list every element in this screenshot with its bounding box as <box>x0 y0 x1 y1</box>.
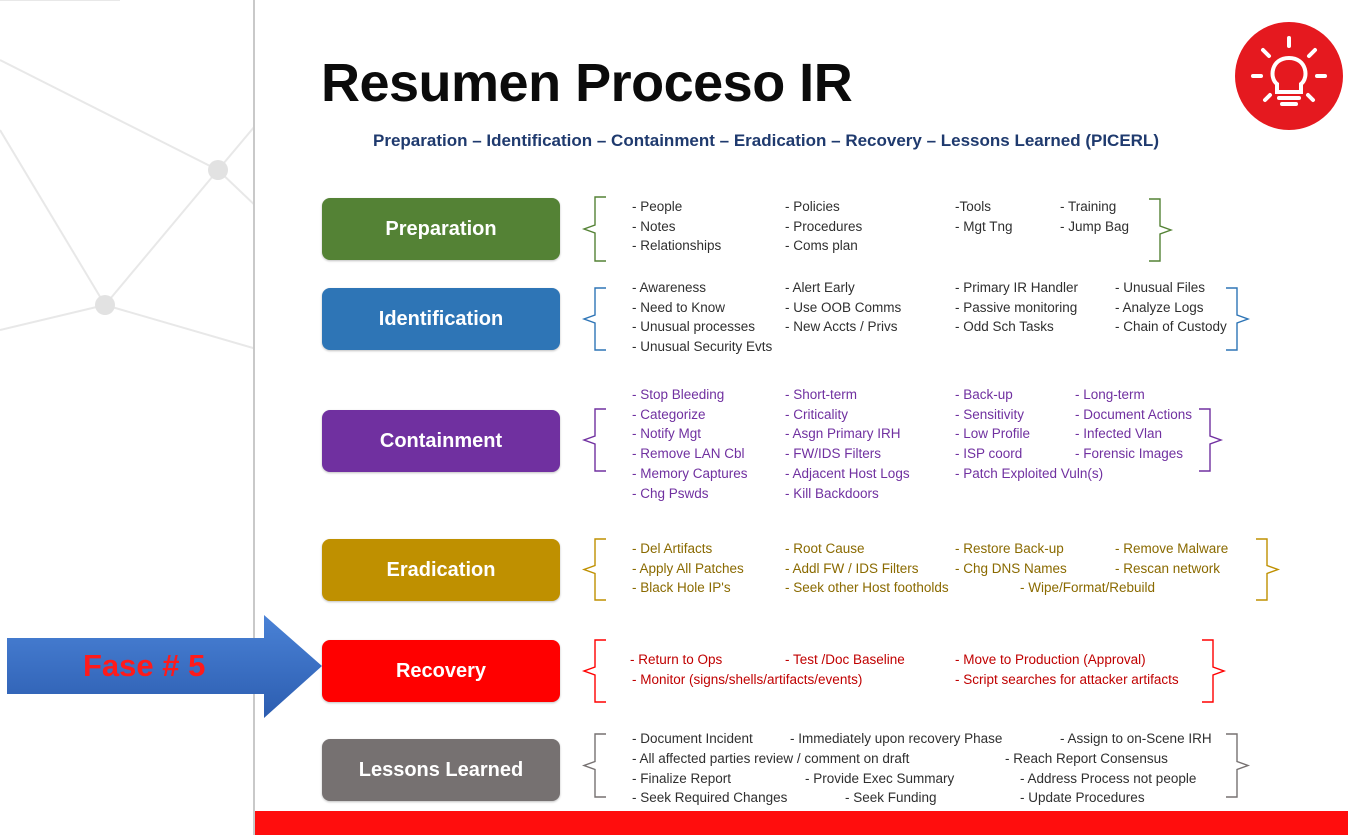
phase-item: - Remove LAN Cbl <box>632 446 745 462</box>
phase-item: - Finalize Report <box>632 770 732 786</box>
phase-button-eradication[interactable]: Eradication <box>322 539 560 601</box>
right-brace-containment <box>1199 408 1224 472</box>
left-brace-eradication <box>581 538 606 601</box>
phase-button-identification[interactable]: Identification <box>322 288 560 350</box>
phase-item: - Assign to on-Scene IRH <box>1060 731 1212 746</box>
phase-item: - All affected parties review / comment … <box>632 750 910 766</box>
right-brace-eradication <box>1256 538 1281 601</box>
phase-item: - Address Process not people <box>1020 770 1197 786</box>
phase-item: - Long-term <box>1075 387 1145 402</box>
phase-item: - Use OOB Comms <box>785 299 902 315</box>
slide-title: Resumen Proceso IR <box>321 53 853 113</box>
phase-item: - Analyze Logs <box>1115 299 1204 315</box>
phase-item: - Root Cause <box>785 541 865 556</box>
right-brace-lessons <box>1226 733 1251 798</box>
phase-item: - Immediately upon recovery Phase <box>790 731 1003 746</box>
background-network-decoration <box>0 0 260 351</box>
phase-item: - Training <box>1060 199 1117 214</box>
left-brace-identification <box>581 287 606 351</box>
phase-item: - FW/IDS Filters <box>785 446 881 462</box>
phase-item: - Rescan network <box>1115 560 1221 576</box>
phase-item: - Notes <box>632 218 676 234</box>
phase-item: - Wipe/Format/Rebuild <box>1020 580 1156 595</box>
phase-button-recovery[interactable]: Recovery <box>322 640 560 702</box>
phase-item: - Back-up <box>955 387 1013 402</box>
phase-item: - Seek Funding <box>845 790 937 806</box>
phase-item: - People <box>632 199 683 214</box>
phase-item: - Relationships <box>632 238 722 253</box>
phase-item: - Update Procedures <box>1020 790 1145 806</box>
phase-callout-label: Fase # 5 <box>83 648 206 683</box>
phase-item: - Black Hole IP's <box>632 580 731 595</box>
phase-item: - Reach Report Consensus <box>1005 750 1168 766</box>
phase-item: -Tools <box>955 199 992 214</box>
phase-item: - Script searches for attacker artifacts <box>955 671 1179 687</box>
phase-item: - ISP coord <box>955 446 1023 462</box>
phase-item: - Odd Sch Tasks <box>955 319 1054 334</box>
callout-arrow-icon <box>7 615 322 718</box>
phase-item: - Unusual Security Evts <box>632 338 773 354</box>
phase-button-containment[interactable]: Containment <box>322 410 560 472</box>
right-brace-recovery <box>1202 639 1227 703</box>
phase-item: - Procedures <box>785 218 863 234</box>
slide-subtitle: Preparation – Identification – Containme… <box>373 131 1159 150</box>
phase-item: - Mgt Tng <box>955 218 1013 234</box>
phase-item: - Provide Exec Summary <box>805 770 955 786</box>
phase-item: - Sensitivity <box>955 406 1025 422</box>
phase-item: - Apply All Patches <box>632 560 744 576</box>
phase-item: - Chain of Custody <box>1115 319 1227 334</box>
phase-item: - Forensic Images <box>1075 446 1184 462</box>
phase-item: - Low Profile <box>955 426 1031 442</box>
phase-item: - Short-term <box>785 387 858 402</box>
phase-item: - Adjacent Host Logs <box>785 465 910 481</box>
left-brace-containment <box>581 408 606 472</box>
left-brace-recovery <box>581 639 606 703</box>
phase-item: - Unusual processes <box>632 319 756 334</box>
phase-item: - Addl FW / IDS Filters <box>785 560 919 576</box>
slide: Resumen Proceso IR Preparation – Identif… <box>253 0 1348 835</box>
phase-item: - Seek other Host footholds <box>785 580 949 595</box>
left-brace-preparation <box>581 196 606 262</box>
phase-item: - Passive monitoring <box>955 299 1078 315</box>
phase-item: - Awareness <box>632 280 707 295</box>
phase-item: - Restore Back-up <box>955 541 1064 556</box>
phase-item: - Stop Bleeding <box>632 387 725 402</box>
phase-item: - Categorize <box>632 406 706 422</box>
phase-item: - Remove Malware <box>1115 541 1229 556</box>
phase-item: - Alert Early <box>785 280 855 295</box>
phase-item: - Primary IR Handler <box>955 280 1079 295</box>
phase-button-preparation[interactable]: Preparation <box>322 198 560 260</box>
phase-item: - New Accts / Privs <box>785 319 898 334</box>
phase-item: - Move to Production (Approval) <box>955 652 1146 667</box>
left-brace-lessons <box>581 733 606 798</box>
phase-item: - Notify Mgt <box>632 426 702 442</box>
phase-item: - Test /Doc Baseline <box>785 652 905 667</box>
footer-bar <box>255 811 1348 835</box>
phase-item: - Infected Vlan <box>1075 426 1163 442</box>
phase-item: - Policies <box>785 199 840 214</box>
phase-item: - Return to Ops <box>630 652 723 667</box>
right-brace-identification <box>1226 287 1251 351</box>
phase-item: - Memory Captures <box>632 465 748 481</box>
right-brace-preparation <box>1149 198 1174 262</box>
phase-item: - Criticality <box>785 406 848 422</box>
phase-item: - Del Artifacts <box>632 541 713 556</box>
phase-item: - Seek Required Changes <box>632 790 788 806</box>
phase-item: - Need to Know <box>632 299 726 315</box>
phase-button-lessons[interactable]: Lessons Learned <box>322 739 560 801</box>
phase-item: - Monitor (signs/shells/artifacts/events… <box>632 671 863 687</box>
phase-item: - Coms plan <box>785 238 858 253</box>
phase-item: - Patch Exploited Vuln(s) <box>955 465 1104 481</box>
lightbulb-icon <box>1235 22 1343 130</box>
phase-item: - Chg Pswds <box>632 485 709 501</box>
phase-item: - Kill Backdoors <box>785 485 879 501</box>
phase-item: - Document Actions <box>1075 406 1193 422</box>
phase-item: - Unusual Files <box>1115 280 1206 295</box>
phase-item: - Chg DNS Names <box>955 560 1067 576</box>
phase-item: - Document Incident <box>632 731 753 746</box>
phase-item: - Asgn Primary IRH <box>785 426 901 442</box>
phase-item: - Jump Bag <box>1060 218 1130 234</box>
